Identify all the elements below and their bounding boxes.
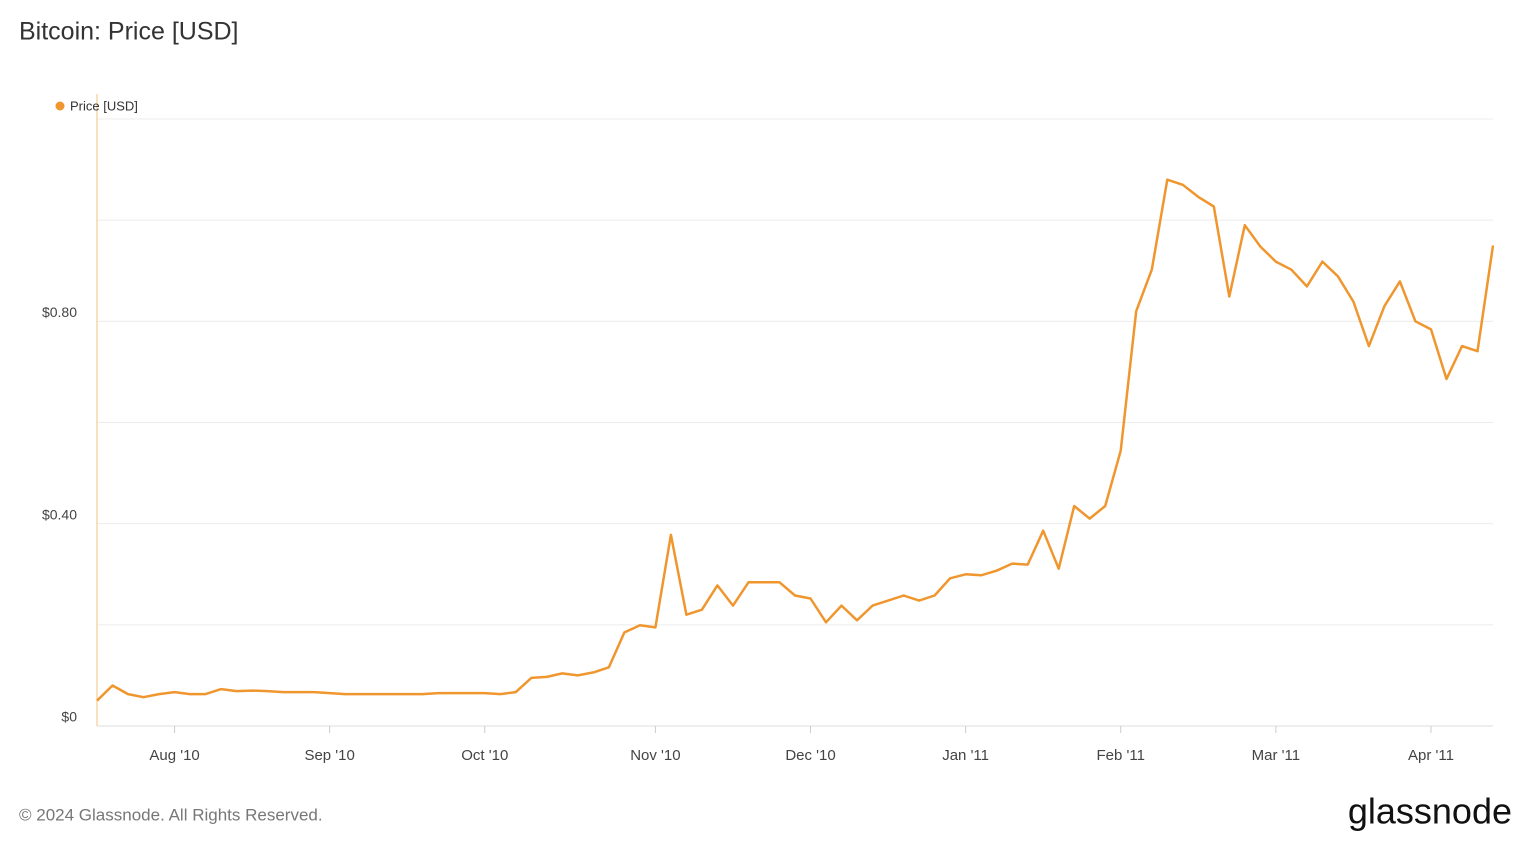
y-tick-label: $0: [61, 709, 77, 725]
price-line: [96, 178, 1495, 702]
legend-marker: [55, 101, 65, 111]
brand-logo: glassnode: [1348, 791, 1512, 832]
x-tick-label: Oct '10: [461, 747, 508, 764]
x-tick-label: Sep '10: [304, 747, 354, 764]
legend-label: Price [USD]: [70, 98, 138, 113]
x-tick-label: Apr '11: [1408, 747, 1454, 764]
y-tick-label: $0.40: [42, 506, 77, 522]
y-tick-label: $0.80: [42, 304, 77, 320]
x-tick-label: Feb '11: [1097, 747, 1145, 764]
x-tick-label: Nov '10: [630, 747, 680, 764]
x-tick-label: Dec '10: [785, 747, 835, 764]
chart-title: Bitcoin: Price [USD]: [19, 18, 239, 46]
x-tick-label: Aug '10: [149, 747, 199, 764]
footer: © 2024 Glassnode. All Rights Reserved.: [19, 805, 323, 824]
x-tick-label: Mar '11: [1252, 747, 1300, 764]
x-tick-label: Jan '11: [942, 747, 989, 764]
